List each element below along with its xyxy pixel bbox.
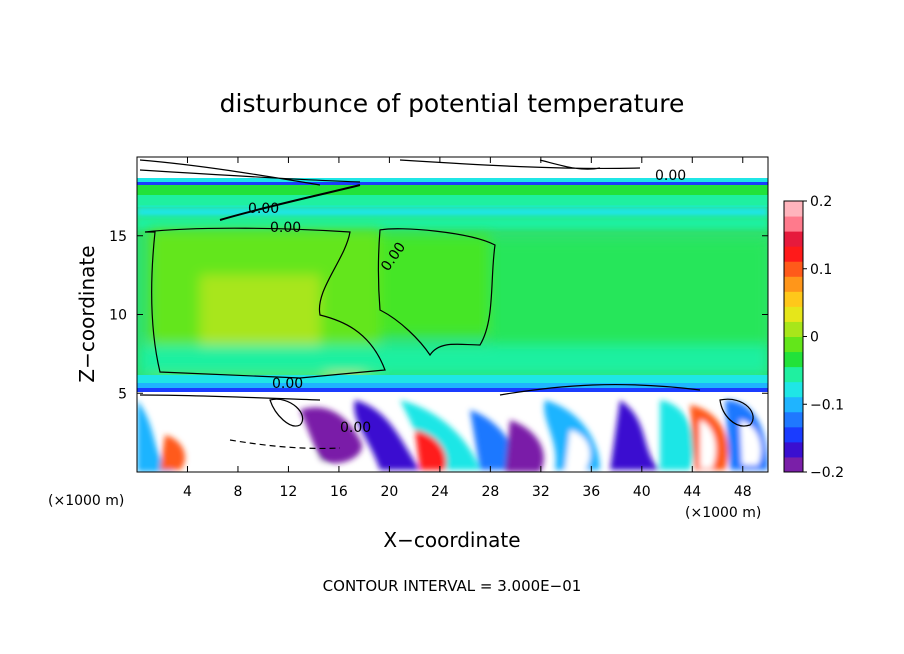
colorbar-tick-label: −0.1 <box>810 397 844 413</box>
x-tick-label: 44 <box>683 484 701 500</box>
colorbar-swatch <box>784 366 803 383</box>
x-tick-label: 20 <box>380 484 398 500</box>
x-unit-label-left: (×1000 m) <box>48 493 124 509</box>
colorbar-tick-label: 0.1 <box>810 262 832 278</box>
colorbar-swatch <box>784 441 803 458</box>
x-tick-label: 8 <box>233 484 242 500</box>
colorbar-swatch <box>784 261 803 277</box>
contour-lines <box>139 159 754 450</box>
y-axis-title: Z−coordinate <box>75 245 99 382</box>
x-tick-label: 24 <box>431 484 449 500</box>
colorbar-swatch <box>784 381 803 398</box>
colorbar-swatch <box>784 276 803 292</box>
colorbar: 0.2 0.1 0 −0.1 −0.2 <box>783 194 844 481</box>
contour-label: 0.00 <box>340 420 371 436</box>
x-tick-label: 36 <box>582 484 600 500</box>
contour-label: 0.00 <box>270 220 301 236</box>
colorbar-swatch <box>784 351 803 368</box>
x-tick-label: 28 <box>481 484 499 500</box>
colorbar-swatch <box>784 456 803 473</box>
x-tick-label: 32 <box>532 484 550 500</box>
contour-label: 0.00 <box>248 201 279 217</box>
contour-label: 0.00 <box>272 376 303 392</box>
x-tick-label: 12 <box>280 484 298 500</box>
x-tick-label: 4 <box>183 484 192 500</box>
colorbar-swatch <box>784 411 803 428</box>
chart-title: disturbunce of potential temperature <box>220 89 685 118</box>
colorbar-swatch <box>784 291 803 307</box>
y-axis: 5 10 15 <box>109 229 768 402</box>
colorbar-swatch <box>784 396 803 413</box>
x-axis: 4 8 12 16 20 24 28 32 36 40 44 48 <box>183 157 752 500</box>
colorbar-swatch <box>784 231 803 247</box>
x-tick-label: 48 <box>734 484 752 500</box>
colorbar-swatch <box>784 246 803 262</box>
colorbar-swatch <box>784 201 803 217</box>
x-tick-label: 16 <box>330 484 348 500</box>
x-tick-label: 40 <box>633 484 651 500</box>
contour-interval-footer: CONTOUR INTERVAL = 3.000E−01 <box>323 577 582 595</box>
colorbar-tick-label: 0 <box>810 330 819 346</box>
colorbar-swatch <box>784 336 803 353</box>
y-tick-label: 10 <box>109 308 127 324</box>
y-tick-label: 15 <box>109 229 127 245</box>
colorbar-swatch <box>784 306 803 322</box>
colorbar-tick-label: 0.2 <box>810 194 832 210</box>
colorbar-tick-label: −0.2 <box>810 465 844 481</box>
colorbar-swatch <box>784 426 803 443</box>
colorbar-swatch <box>784 321 803 337</box>
contour-label: 0.00 <box>655 168 686 184</box>
x-axis-title: X−coordinate <box>383 528 520 552</box>
colorbar-swatch <box>784 216 803 232</box>
heatmap-field <box>137 157 768 472</box>
y-tick-label: 5 <box>118 386 127 402</box>
x-unit-label-right: (×1000 m) <box>685 505 761 521</box>
